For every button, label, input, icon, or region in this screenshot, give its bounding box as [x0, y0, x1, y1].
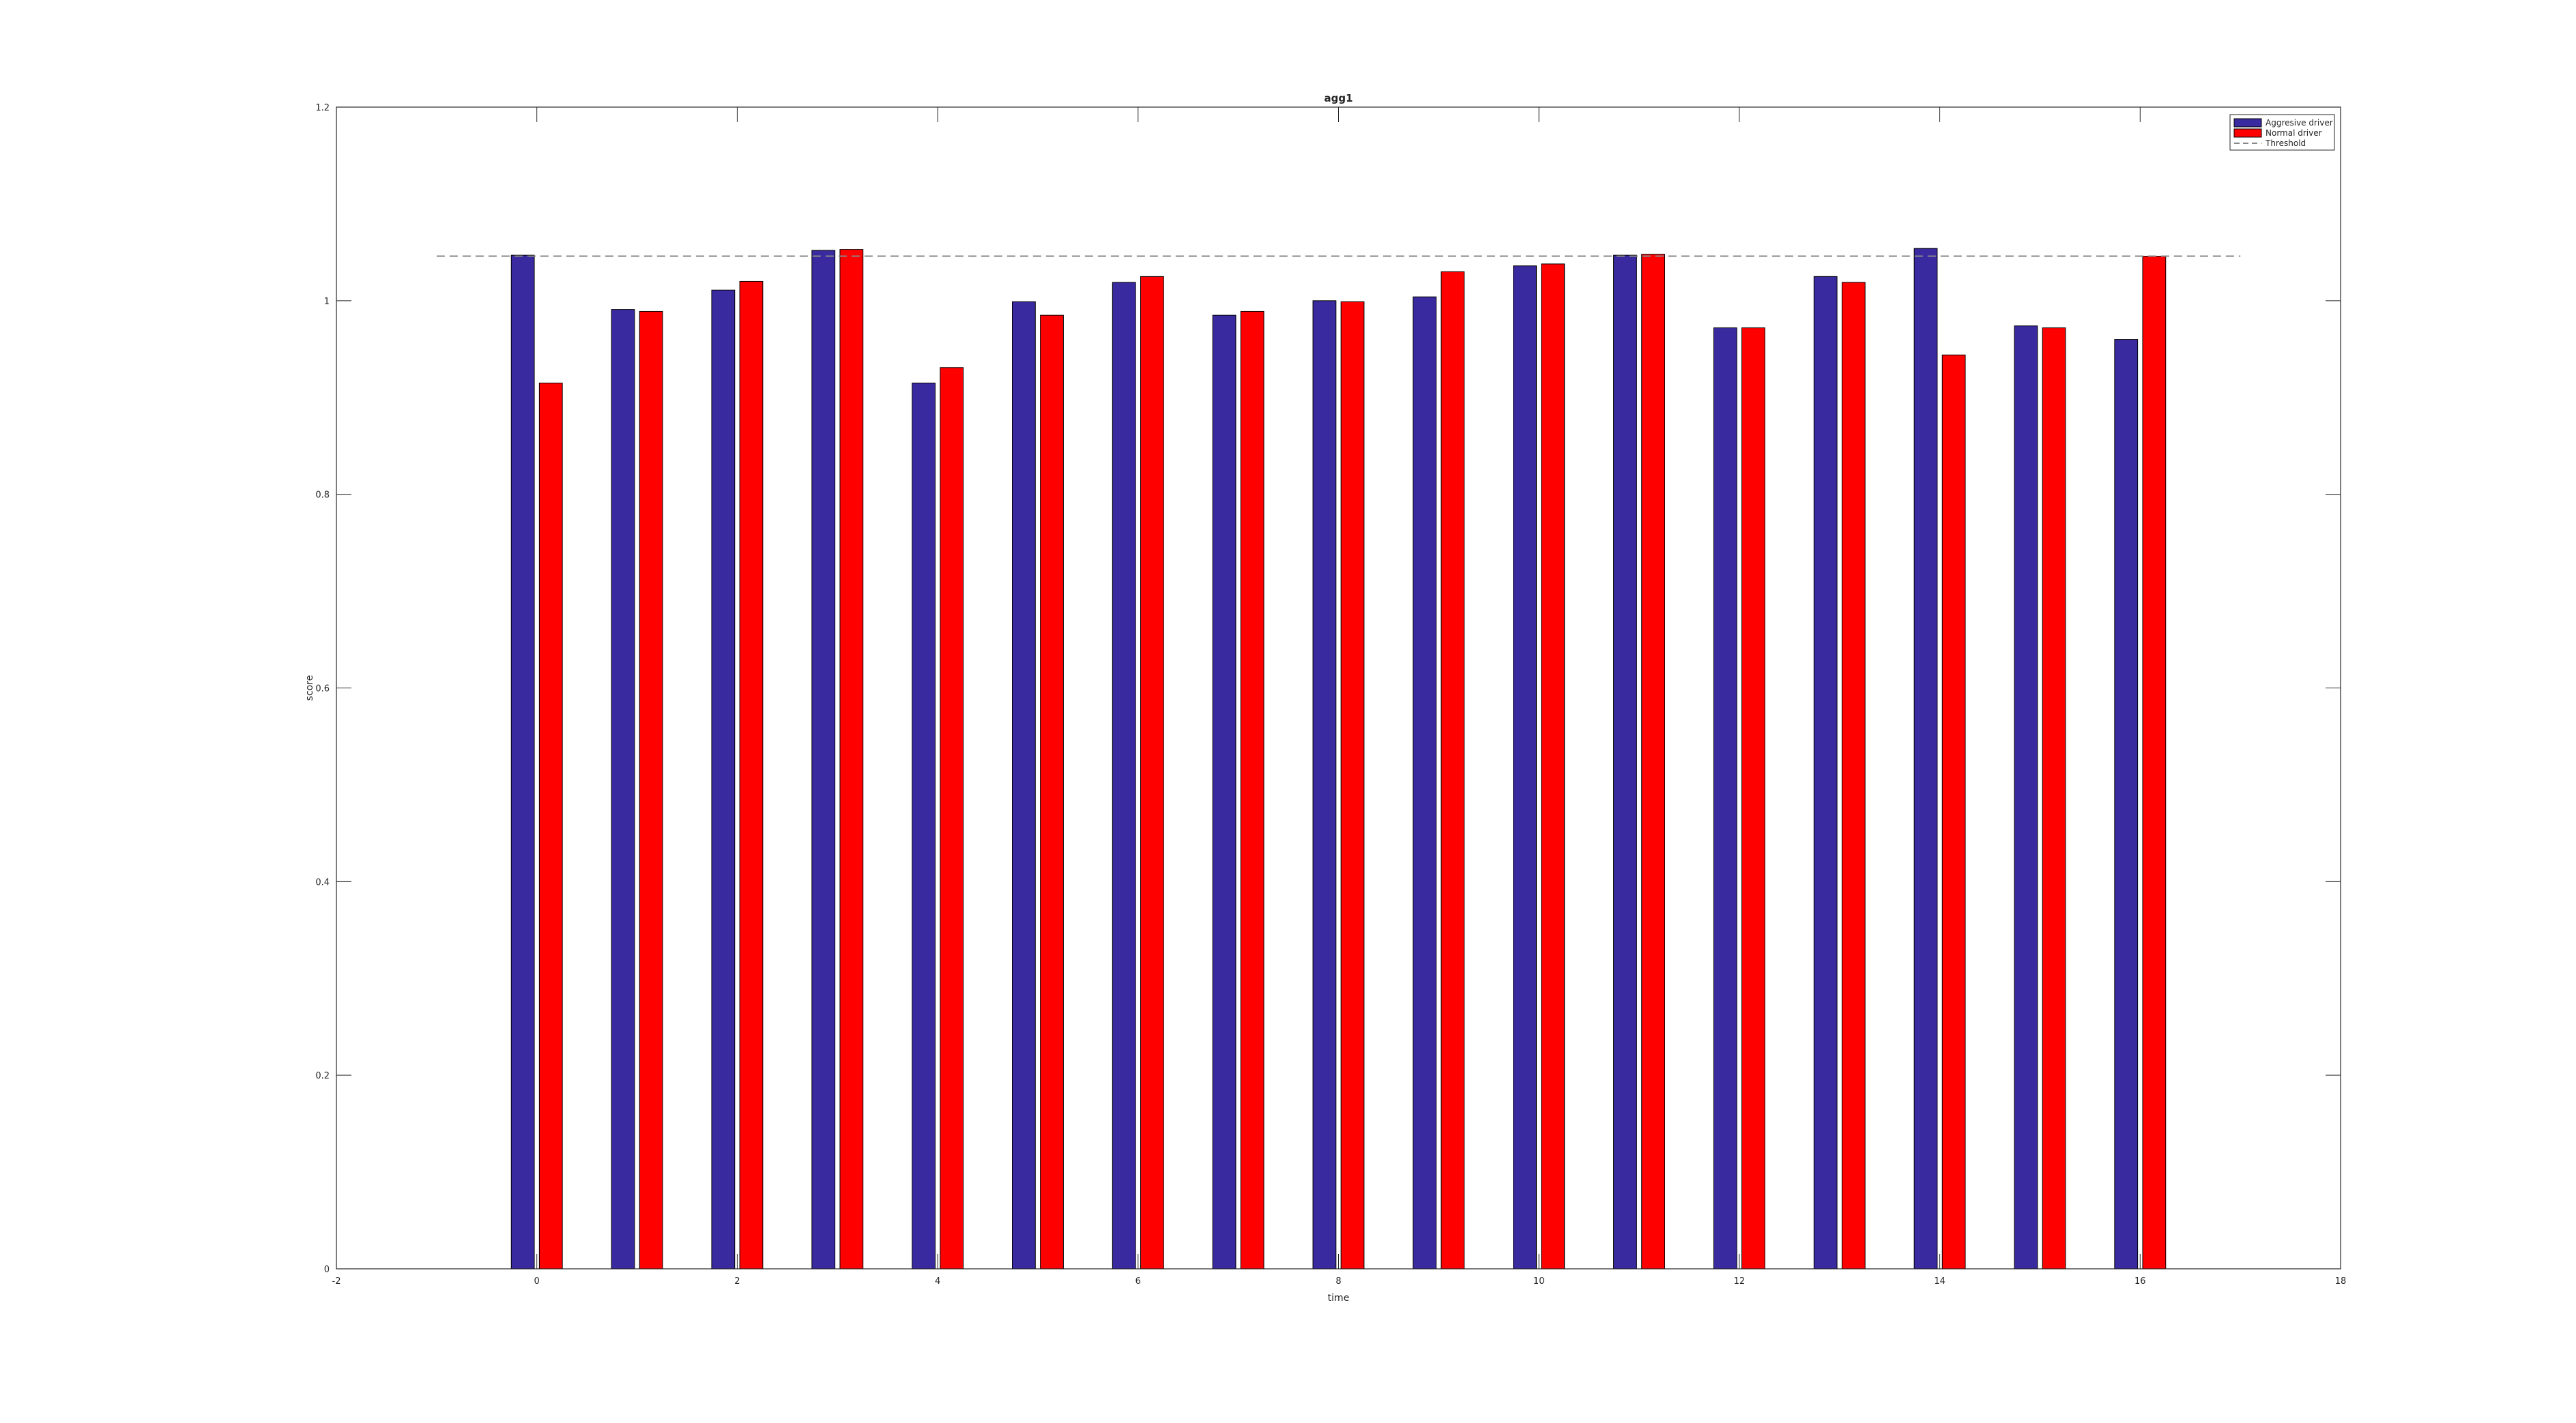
bar-normal-10: [1541, 263, 1565, 1270]
bar-normal-11: [1641, 254, 1665, 1270]
bars: [510, 248, 2167, 1270]
x-tick-label: 6: [1135, 1276, 1141, 1287]
bar-aggressive-5: [1012, 301, 1036, 1270]
axis-labels: -2 0 2 4 6 8 10 12 14 16 1800.20.40.60.811.2timesc…: [304, 92, 2346, 1304]
bar-aggressive-10: [1513, 265, 1537, 1270]
chart-title: agg1: [1324, 92, 1352, 104]
x-tick-label: -2: [332, 1276, 341, 1287]
bar-aggressive-0: [510, 254, 535, 1270]
y-tick-label: 0.8: [315, 490, 330, 501]
bar-aggressive-2: [711, 289, 736, 1270]
bar-aggressive-14: [1913, 248, 1938, 1270]
y-tick-label: 0: [324, 1265, 330, 1275]
bar-normal-2: [739, 280, 764, 1270]
y-tick-label: 0.4: [315, 877, 330, 887]
bar-normal-0: [538, 382, 563, 1270]
bar-aggressive-6: [1112, 282, 1136, 1270]
bar-aggressive-1: [611, 309, 635, 1270]
bar-normal-12: [1741, 327, 1765, 1270]
axes: [336, 106, 2341, 1270]
x-tick-label: 10: [1533, 1276, 1545, 1287]
y-tick-label: 0.2: [315, 1071, 330, 1081]
bar-aggressive-7: [1212, 314, 1236, 1270]
x-tick-label: 12: [1734, 1276, 1746, 1287]
bar-normal-3: [839, 249, 864, 1270]
bar-normal-1: [639, 310, 663, 1270]
bar-aggressive-4: [912, 382, 936, 1270]
x-tick-label: 18: [2335, 1276, 2347, 1287]
bar-normal-9: [1441, 271, 1465, 1270]
bar-aggressive-3: [811, 250, 836, 1270]
bar-normal-16: [2142, 256, 2167, 1270]
bar-normal-7: [1240, 310, 1264, 1270]
bar-normal-14: [1941, 354, 1966, 1270]
y-tick-label: 1: [324, 297, 330, 307]
bar-aggressive-13: [1813, 276, 1838, 1270]
legend-swatch-normal: [2233, 128, 2262, 138]
legend-label-normal: Normal driver: [2266, 128, 2322, 138]
bar-aggressive-11: [1613, 254, 1637, 1270]
x-tick-label: 16: [2134, 1276, 2146, 1287]
x-tick-label: 4: [935, 1276, 940, 1287]
bar-aggressive-9: [1413, 296, 1437, 1270]
y-tick-label: 0.6: [315, 684, 330, 694]
legend-swatch-aggressive: [2233, 118, 2262, 128]
bar-normal-13: [1841, 282, 1866, 1270]
bar-normal-5: [1040, 314, 1064, 1270]
bar-aggressive-12: [1713, 327, 1737, 1270]
x-tick-label: 14: [1934, 1276, 1945, 1287]
plot-background: [336, 107, 2341, 1269]
y-tick-label: 1.2: [315, 103, 330, 113]
plot-area: [336, 107, 2341, 1269]
bar-aggressive-15: [2014, 325, 2038, 1270]
x-tick-label: 8: [1335, 1276, 1341, 1287]
y-axis-label: score: [304, 675, 315, 701]
bar-normal-6: [1140, 276, 1164, 1270]
legend-label-aggressive: Aggresive driver: [2266, 118, 2333, 128]
bar-aggressive-16: [2114, 339, 2139, 1270]
legend-label-threshold: Threshold: [2265, 138, 2306, 148]
bar-normal-15: [2042, 327, 2066, 1270]
bar-aggressive-8: [1312, 300, 1337, 1270]
bar-normal-4: [940, 367, 964, 1270]
x-tick-label: 0: [534, 1276, 540, 1287]
x-axis-label: time: [1328, 1293, 1350, 1304]
bar-normal-8: [1340, 301, 1365, 1270]
x-tick-label: 2: [734, 1276, 740, 1287]
